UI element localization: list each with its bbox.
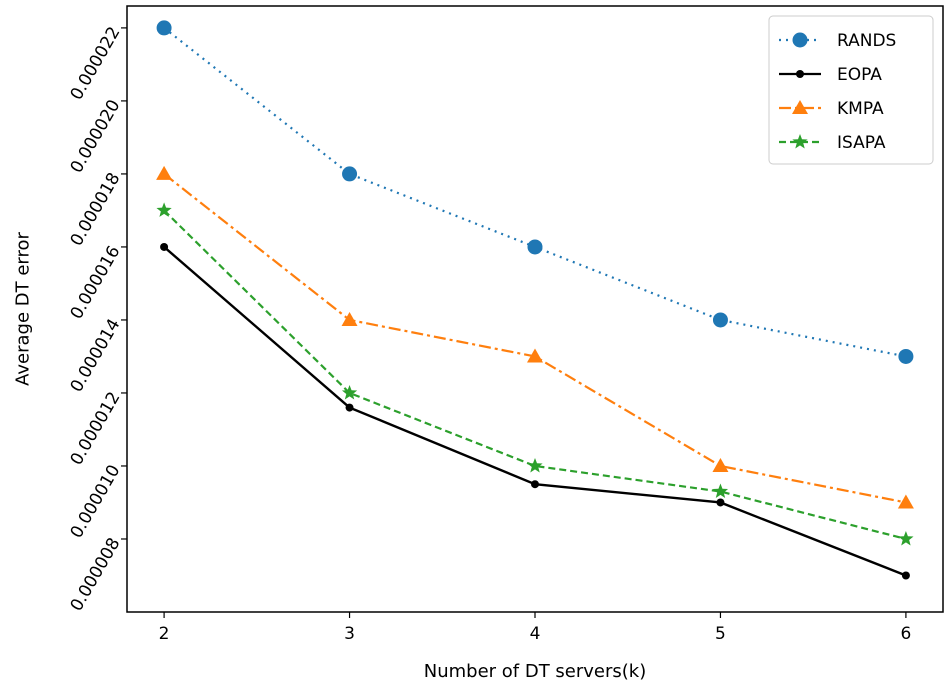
data-point — [527, 457, 543, 473]
data-point — [156, 202, 172, 217]
data-point — [160, 242, 169, 251]
legend-entry-eopa: EOPA — [779, 65, 882, 85]
data-point — [156, 20, 172, 36]
data-point — [898, 348, 914, 364]
series-rands — [156, 20, 914, 364]
series-eopa — [160, 242, 910, 580]
legend-label: EOPA — [837, 65, 882, 85]
data-point — [345, 403, 354, 412]
x-tick-label: 6 — [900, 624, 911, 644]
data-point — [898, 530, 914, 546]
y-tick-label: 0.000014 — [67, 315, 125, 395]
data-point — [527, 348, 543, 363]
data-point — [527, 239, 543, 255]
y-tick-label: 0.000010 — [67, 461, 125, 541]
data-point — [531, 480, 539, 489]
legend-entry-isapa: ISAPA — [779, 133, 886, 153]
legend-box — [768, 15, 934, 165]
data-point — [342, 166, 358, 182]
plot-area — [156, 20, 914, 580]
data-point — [341, 384, 358, 400]
legend-marker — [792, 134, 808, 149]
x-tick-label: 4 — [530, 624, 541, 644]
data-point — [712, 312, 728, 328]
x-tick-label: 3 — [344, 624, 355, 644]
y-tick-label: 0.000016 — [67, 242, 125, 322]
legend-marker — [796, 70, 804, 78]
y-tick-label: 0.000008 — [67, 534, 125, 614]
x-tick-label: 2 — [159, 624, 170, 644]
y-tick-label: 0.000020 — [67, 96, 125, 176]
data-point — [897, 494, 914, 509]
y-tick-label: 0.000018 — [67, 169, 125, 249]
legend-marker — [792, 32, 808, 48]
data-point — [712, 483, 729, 498]
y-tick-label: 0.000022 — [67, 23, 125, 103]
legend-entry-kmpa: KMPA — [779, 99, 884, 119]
legend-marker — [792, 100, 808, 114]
legend-label: KMPA — [837, 99, 884, 119]
y-axis: 0.0000080.0000100.0000120.0000140.000016… — [67, 23, 127, 615]
y-axis-label: Average DT error — [12, 232, 33, 386]
data-point — [712, 457, 729, 472]
data-point — [156, 165, 173, 180]
x-tick-label: 5 — [715, 624, 726, 644]
x-axis-label: Number of DT servers(k) — [424, 661, 647, 682]
data-point — [901, 571, 910, 580]
legend-label: RANDS — [837, 31, 896, 51]
series-line-isapa — [163, 209, 907, 541]
legend-label: ISAPA — [837, 133, 886, 153]
data-point — [341, 311, 358, 326]
series-line-kmpa — [163, 173, 907, 504]
data-point — [716, 498, 725, 507]
y-tick-label: 0.000012 — [67, 388, 125, 468]
series-isapa — [156, 202, 914, 546]
legend: RANDS EOPA KMPA ISAPA — [768, 15, 934, 165]
series-line-eopa — [163, 246, 907, 577]
series-kmpa — [156, 165, 914, 509]
x-axis: 2 3 4 5 6 — [159, 612, 911, 644]
legend-entry-rands: RANDS — [779, 31, 896, 51]
